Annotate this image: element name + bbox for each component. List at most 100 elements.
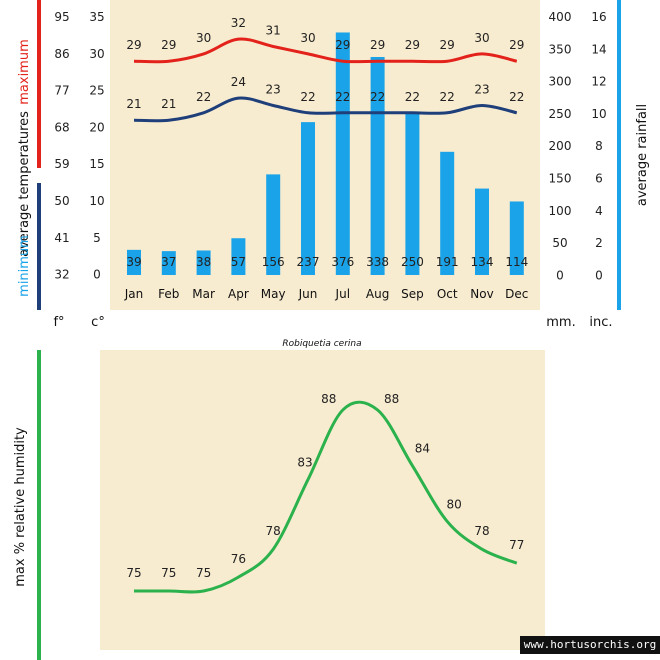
min-temp-data-label: 22 — [440, 90, 455, 104]
fahrenheit-tick: 41 — [54, 231, 69, 245]
rainfall-data-label: 38 — [196, 255, 211, 269]
chart-title: Robiquetia cerina — [282, 339, 361, 349]
min-temp-data-label: 21 — [161, 97, 176, 111]
inch-tick: 14 — [591, 42, 606, 56]
min-temp-data-label: 23 — [266, 83, 281, 97]
celsius-tick: 30 — [89, 47, 104, 61]
min-temp-data-label: 22 — [405, 90, 420, 104]
max-temp-data-label: 29 — [126, 38, 141, 52]
mm-tick: 300 — [549, 75, 572, 89]
mm-tick: 100 — [549, 204, 572, 218]
celsius-tick: 5 — [93, 231, 101, 245]
fahrenheit-tick: 32 — [54, 268, 69, 282]
humidity-data-label: 76 — [231, 552, 246, 566]
humidity-chart-panel — [100, 350, 545, 650]
inch-tick: 8 — [595, 139, 603, 153]
rainfall-bar — [196, 250, 211, 275]
month-labels: Jan Feb Mar Apr May Jun Jul Aug Sep Oct Nov Dec — [124, 287, 529, 301]
max-temp-data-label: 30 — [300, 31, 315, 45]
mm-tick: 250 — [549, 107, 572, 121]
mm-tick: 0 — [556, 268, 564, 282]
celsius-tick: 20 — [89, 120, 104, 134]
fahrenheit-tick: 95 — [54, 10, 69, 24]
inch-tick: 0 — [595, 268, 603, 282]
mm-tick: 200 — [549, 139, 572, 153]
humidity-axis-label: max % relative humidity — [13, 427, 28, 587]
max-temp-data-label: 29 — [440, 38, 455, 52]
month-label: Nov — [470, 287, 493, 301]
watermark: www.hortusorchis.org — [520, 636, 660, 654]
rainfall-data-label: 237 — [297, 255, 320, 269]
rainfall-axis-bar — [617, 0, 621, 310]
humidity-data-label: 88 — [384, 392, 399, 406]
month-label: Sep — [401, 287, 424, 301]
rainfall-bar — [405, 113, 420, 275]
min-temp-data-label: 23 — [474, 83, 489, 97]
month-label: Aug — [366, 287, 389, 301]
month-label: Jul — [335, 287, 350, 301]
min-temp-line — [133, 96, 518, 123]
rainfall-data-label: 134 — [471, 255, 494, 269]
min-temp-data-label: 22 — [509, 90, 524, 104]
humidity-data-label: 78 — [266, 524, 281, 538]
rainfall-data-label: 338 — [366, 255, 389, 269]
inch-tick: 2 — [595, 236, 603, 250]
rainfall-label: average rainfall — [635, 104, 650, 206]
humidity-data-label: 75 — [161, 566, 176, 580]
max-temp-data-labels: 29 29 30 32 31 30 29 29 29 29 30 29 — [126, 16, 524, 52]
celsius-tick: 10 — [89, 194, 104, 208]
humidity-axis-bar — [37, 350, 41, 660]
fahrenheit-tick: 77 — [54, 84, 69, 98]
humidity-data-label: 75 — [126, 566, 141, 580]
humidity-data-label: 77 — [509, 538, 524, 552]
unit-mm-label: mm. — [546, 315, 575, 330]
inch-tick: 10 — [591, 107, 606, 121]
rainfall-data-label: 39 — [126, 255, 141, 269]
humidity-data-labels: 75 75 75 76 78 83 88 88 84 80 78 77 — [126, 392, 524, 580]
month-label: Feb — [158, 287, 179, 301]
rainfall-bar — [335, 32, 350, 276]
month-label: Jun — [298, 287, 318, 301]
max-temp-data-label: 29 — [509, 38, 524, 52]
fahrenheit-tick: 86 — [54, 47, 69, 61]
max-temp-data-label: 29 — [161, 38, 176, 52]
humidity-line — [134, 400, 518, 594]
rainfall-bars — [127, 32, 524, 276]
mm-tick: 50 — [552, 236, 567, 250]
inch-tick: 16 — [591, 10, 606, 24]
month-label: Apr — [228, 287, 249, 301]
celsius-tick: 0 — [93, 268, 101, 282]
fahrenheit-tick: 59 — [54, 157, 69, 171]
rainfall-data-labels: 39 37 38 57 156 237 376 338 250 191 134 114 — [126, 255, 528, 269]
rainfall-bar — [266, 174, 281, 275]
min-label: minimum — [17, 235, 32, 297]
rainfall-bar — [440, 151, 455, 275]
max-temp-data-label: 29 — [370, 38, 385, 52]
humidity-data-label: 78 — [474, 524, 489, 538]
min-temp-data-label: 22 — [300, 90, 315, 104]
fahrenheit-tick: 50 — [54, 194, 69, 208]
month-label: Oct — [437, 287, 458, 301]
celsius-tick: 15 — [89, 157, 104, 171]
rainfall-data-label: 156 — [262, 255, 285, 269]
unit-c-label: c° — [91, 315, 105, 330]
humidity-data-label: 75 — [196, 566, 211, 580]
tick-labels: 9586776859504132353025201510504003503002… — [54, 10, 606, 282]
month-label: May — [261, 287, 286, 301]
max-label: maximum — [17, 39, 32, 105]
max-temp-data-label: 31 — [266, 24, 281, 38]
rainfall-bar — [161, 251, 176, 275]
max-temp-data-label: 30 — [474, 31, 489, 45]
month-label: Mar — [192, 287, 215, 301]
unit-f-label: f° — [53, 315, 64, 330]
rainfall-data-label: 37 — [161, 255, 176, 269]
climate-chart-panel — [110, 0, 540, 310]
humidity-data-label: 88 — [321, 392, 336, 406]
min-temp-data-label: 24 — [231, 75, 246, 89]
min-temp-data-label: 22 — [370, 90, 385, 104]
month-label: Jan — [124, 287, 144, 301]
mm-tick: 150 — [549, 172, 572, 186]
inch-tick: 12 — [591, 75, 606, 89]
inch-tick: 4 — [595, 204, 603, 218]
